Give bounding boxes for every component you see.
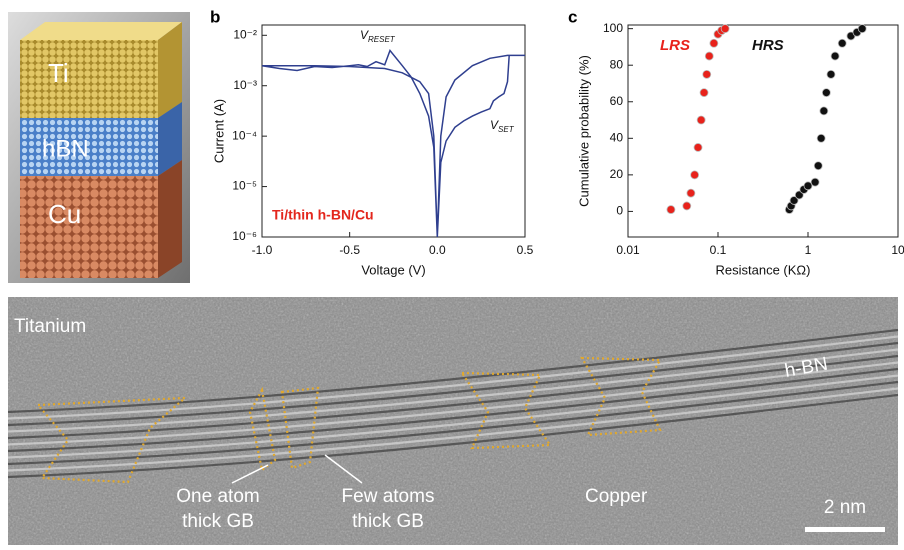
point — [705, 52, 713, 60]
x-axis-label: Voltage (V) — [361, 262, 425, 277]
x-axis-label: Resistance (KΩ) — [716, 262, 811, 277]
panel-a: Ti hBN Cu — [8, 12, 190, 283]
y-tick-label: 0 — [616, 204, 623, 218]
plot-frame — [262, 25, 525, 237]
point — [811, 178, 819, 186]
x-tick-label: -0.5 — [339, 243, 360, 257]
y-axis-label: Cumulative probability (%) — [576, 55, 591, 207]
bottom-material: Copper — [585, 486, 648, 507]
y-tick-label: 10⁻² — [233, 27, 257, 41]
scale-bar — [805, 527, 885, 532]
panel-letter: c — [568, 7, 577, 26]
x-tick-label: -1.0 — [252, 243, 273, 257]
annotation-sub: SET — [498, 125, 515, 134]
y-tick-label: 40 — [610, 130, 624, 144]
y-axis-label: Current (A) — [211, 99, 226, 163]
x-tick-label: 0.5 — [517, 243, 534, 257]
y-tick-label: 10⁻⁵ — [232, 179, 257, 193]
plot-frame — [628, 25, 898, 237]
point — [703, 70, 711, 78]
top-material: Titanium — [14, 316, 86, 337]
point — [697, 116, 705, 124]
y-tick-label: 100 — [603, 21, 623, 35]
page: Ti hBN Cu Titanium h-BN Copper One atom … — [0, 0, 904, 550]
point — [804, 182, 812, 190]
point — [710, 39, 718, 47]
y-tick-label: 60 — [610, 94, 624, 108]
y-tick-label: 20 — [610, 167, 624, 181]
ti-front — [20, 40, 158, 118]
point — [691, 171, 699, 179]
x-tick-label: 1 — [805, 243, 812, 257]
y-tick-label: 10⁻⁴ — [232, 128, 257, 142]
x-tick-label: 0.0 — [429, 243, 446, 257]
point — [700, 89, 708, 97]
x-tick-label: 0.01 — [616, 243, 640, 257]
annotation-sub: RESET — [368, 35, 396, 44]
point — [827, 70, 835, 78]
gb-label: Few atoms — [342, 486, 435, 507]
tem-noise — [8, 297, 898, 545]
point — [694, 143, 702, 151]
point — [817, 134, 825, 142]
cu-side — [158, 160, 182, 278]
tem-panel: Titanium h-BN Copper One atom thick GB F… — [8, 297, 898, 545]
point — [838, 39, 846, 47]
point — [822, 89, 830, 97]
point — [820, 107, 828, 115]
y-tick-label: 10⁻³ — [233, 78, 257, 92]
gb-label: thick GB — [352, 511, 424, 532]
layer-label: Ti — [48, 58, 69, 88]
bn-front — [20, 118, 158, 176]
point — [831, 52, 839, 60]
y-tick-label: 10⁻⁶ — [232, 229, 257, 243]
point — [667, 206, 675, 214]
x-tick-label: 10 — [891, 243, 904, 257]
gb-label: One atom — [176, 486, 259, 507]
point — [721, 25, 729, 33]
point — [814, 162, 822, 170]
figure: Ti hBN Cu Titanium h-BN Copper One atom … — [0, 0, 904, 545]
gb-label: thick GB — [182, 511, 254, 532]
point — [683, 202, 691, 210]
series-label: HRS — [752, 37, 784, 54]
inset-label: Ti/thin h-BN/Cu — [272, 207, 374, 223]
series-label: LRS — [660, 37, 690, 54]
panel-letter: b — [210, 7, 220, 26]
cu-front — [20, 176, 158, 278]
scale-label: 2 nm — [824, 497, 866, 518]
layer-label: Cu — [48, 199, 81, 229]
x-tick-label: 0.1 — [710, 243, 727, 257]
y-tick-label: 80 — [610, 57, 624, 71]
point — [858, 25, 866, 33]
point — [687, 189, 695, 197]
annotation: VRESET — [360, 28, 396, 44]
ti-top — [20, 22, 182, 40]
layer-label: hBN — [42, 135, 89, 162]
annotation: VSET — [490, 118, 515, 134]
